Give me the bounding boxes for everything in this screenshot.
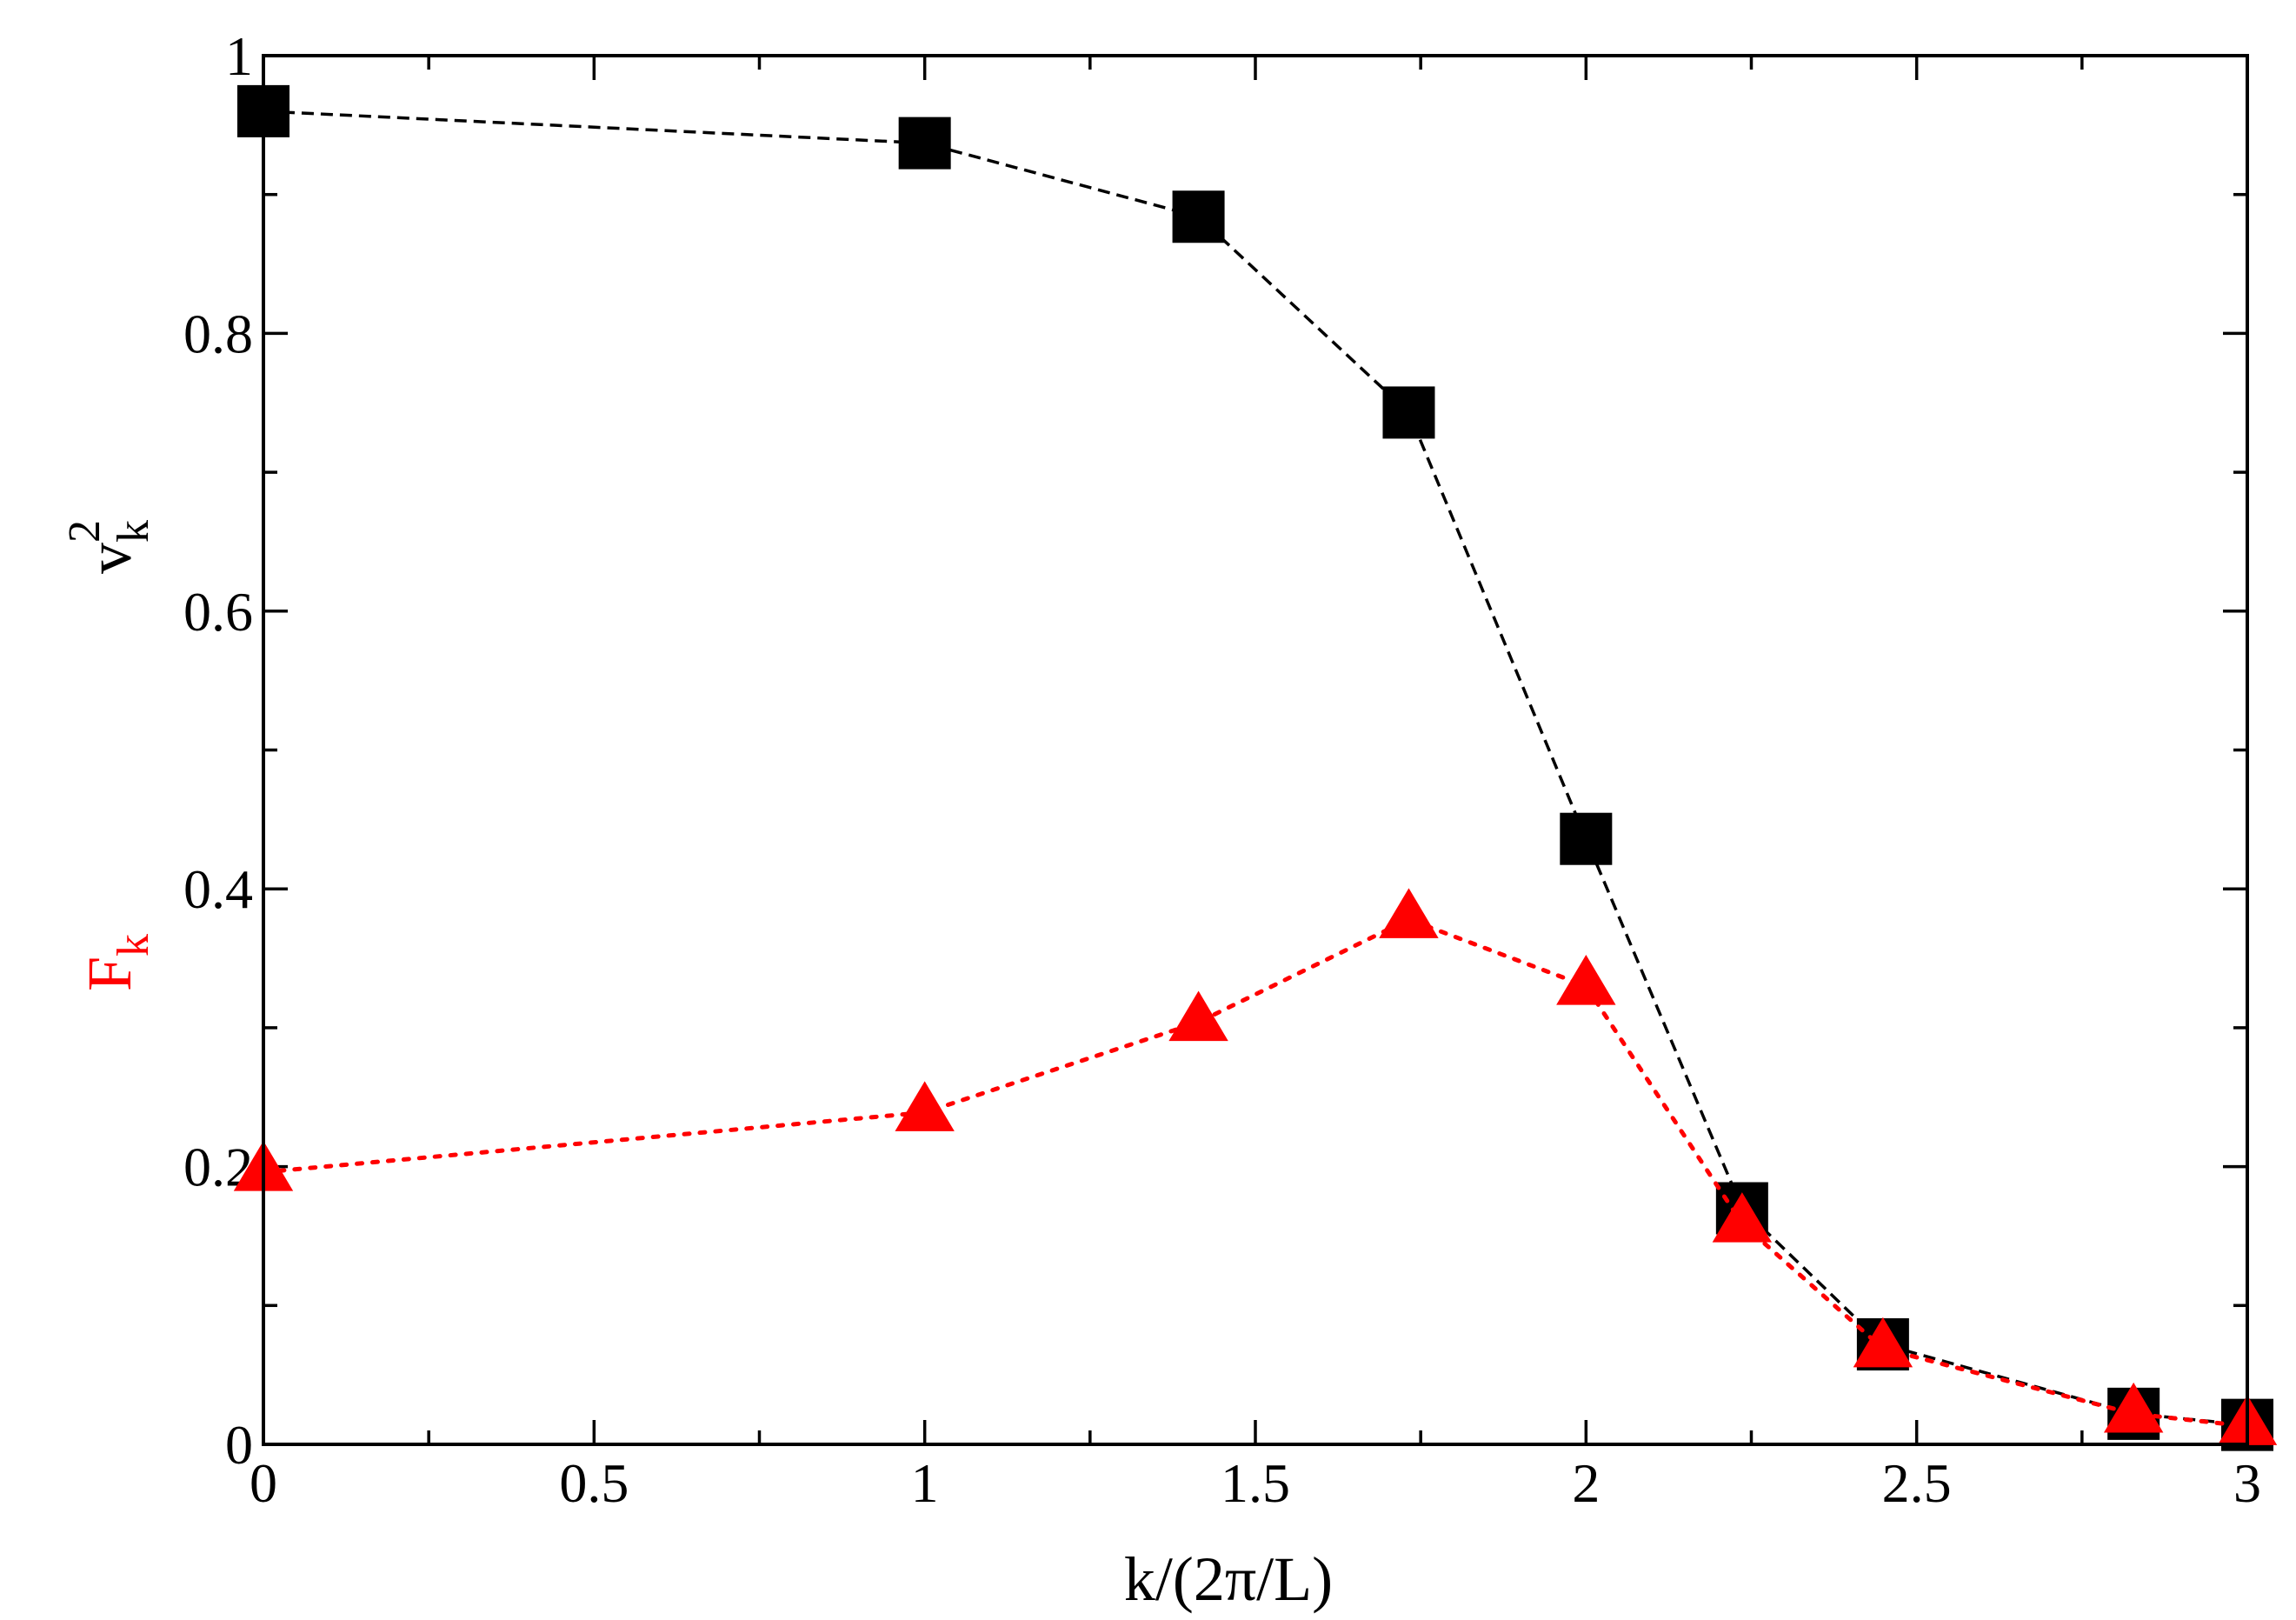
data-point-square <box>898 117 951 170</box>
data-point-square <box>1382 386 1435 439</box>
y-tick-label: 0 <box>225 1414 253 1476</box>
x-tick-label: 1.5 <box>1221 1452 1290 1514</box>
y-tick-label: 0.8 <box>183 303 253 364</box>
data-point-triangle <box>895 1081 955 1131</box>
data-point-triangle <box>1379 888 1439 938</box>
data-point-square <box>1172 190 1225 243</box>
x-tick-label: 1 <box>911 1452 939 1514</box>
y-tick-label: 1 <box>225 25 253 87</box>
data-point-triangle <box>1556 954 1616 1005</box>
data-point-triangle <box>1168 990 1228 1042</box>
y-title-f: Fk <box>75 934 158 991</box>
x-tick-label: 0 <box>250 1452 277 1514</box>
plot-frame <box>262 54 2249 1446</box>
data-point-triangle <box>2103 1382 2164 1433</box>
x-tick-label: 0.5 <box>559 1452 629 1514</box>
x-tick-label: 2.5 <box>1882 1452 1952 1514</box>
data-point-square <box>1560 812 1613 865</box>
y-tick-label: 0.4 <box>183 858 253 920</box>
y-title-v: v2k <box>60 520 158 574</box>
x-axis-title: k/(2π/L) <box>1124 1544 1333 1614</box>
svg-text:Fk v2k: Fk v2k <box>60 520 162 991</box>
y-tick-label: 0.6 <box>183 581 253 643</box>
tick-labels: 0 0.5 1 1.5 2 2.5 300.20.40.60.81 <box>183 25 2261 1514</box>
y-axis-title: Fk v2k <box>60 520 162 991</box>
x-tick-label: 2 <box>1572 1452 1600 1514</box>
data-point-triangle <box>1712 1192 1773 1243</box>
data-point-triangle <box>1853 1317 1913 1368</box>
x-tick-label: 3 <box>2233 1452 2261 1514</box>
